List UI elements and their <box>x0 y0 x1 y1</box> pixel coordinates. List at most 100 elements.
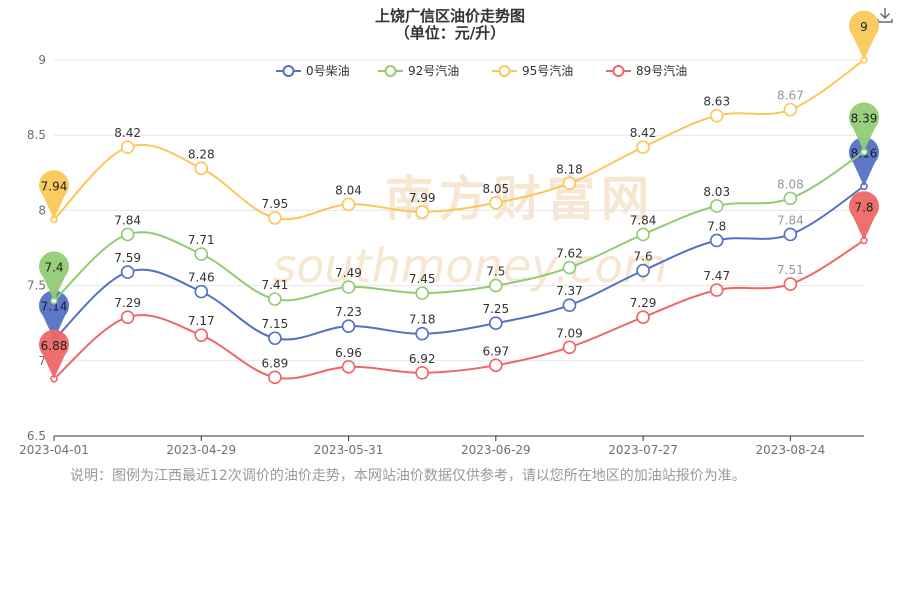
data-point <box>120 227 135 242</box>
data-point <box>268 211 282 225</box>
data-point <box>562 340 577 355</box>
data-point <box>636 227 650 242</box>
marker-pin: 7.4 <box>39 251 69 301</box>
legend-item[interactable]: 0号柴油 <box>276 64 350 78</box>
data-label: 8.03 <box>703 185 730 199</box>
marker-pin-shape <box>39 170 69 220</box>
data-label: 7.25 <box>482 302 509 316</box>
data-point <box>194 161 209 176</box>
watermark-en: southmoney.com <box>272 239 667 293</box>
marker-pin-shape <box>849 102 879 152</box>
x-tick-label: 2023-06-29 <box>461 443 531 457</box>
legend-item[interactable]: 89号汽油 <box>606 63 687 78</box>
data-point <box>120 310 135 324</box>
data-point <box>636 140 650 155</box>
legend: 0号柴油 92号汽油 95号汽油 89号汽油 <box>276 63 687 78</box>
data-label: 8.63 <box>703 95 730 109</box>
legend-marker <box>498 65 511 77</box>
marker-pin-shape <box>849 137 880 187</box>
data-label: 7.17 <box>188 314 215 328</box>
data-label: 8.04 <box>335 183 362 197</box>
data-point <box>489 196 503 210</box>
data-point <box>489 316 503 331</box>
data-point <box>783 102 798 117</box>
marker-pin-label: 7.4 <box>44 261 63 275</box>
data-point <box>562 260 577 275</box>
x-tick-label: 2023-05-31 <box>314 443 384 457</box>
data-label: 8.42 <box>114 126 141 140</box>
y-tick-label: 8 <box>38 203 46 217</box>
data-label: 7.47 <box>703 269 730 283</box>
chart-note: 说明：图例为江西最近12次调价的油价走势，本网站油价数据仅供参考，请以您所在地区… <box>70 468 746 484</box>
series-3: 7.297.176.896.96 6.926.977.097.297.47 7.51… <box>39 191 880 385</box>
data-point <box>341 280 356 294</box>
marker-pin-label: 7.94 <box>41 179 68 193</box>
data-label: 7.09 <box>556 326 583 340</box>
data-label: 6.97 <box>482 344 509 358</box>
series-line <box>53 239 865 380</box>
data-point <box>783 277 798 291</box>
y-tick-label: 7 <box>38 354 46 368</box>
data-point <box>194 247 209 261</box>
data-point <box>268 370 282 385</box>
data-label: 7.15 <box>262 317 289 331</box>
legend-item[interactable]: 95号汽油 <box>492 63 573 78</box>
data-label: 7.41 <box>262 278 289 292</box>
data-point <box>709 108 724 123</box>
marker-pin-shape <box>849 10 879 60</box>
marker-pin: 7.14 <box>39 290 69 340</box>
marker-pin: 6.88 <box>39 329 69 379</box>
legend-item[interactable]: 92号汽油 <box>378 63 459 78</box>
marker-pin-shape <box>39 251 69 301</box>
data-point <box>709 233 724 248</box>
y-tick-label: 6.5 <box>27 429 46 443</box>
data-label: 6.89 <box>262 356 289 370</box>
legend-label: 89号汽油 <box>636 63 687 78</box>
data-label: 7.84 <box>630 213 657 227</box>
data-point <box>194 284 209 299</box>
data-point <box>415 286 429 300</box>
legend-label: 0号柴油 <box>306 64 350 78</box>
marker-pin-label: 7.8 <box>854 200 873 214</box>
data-label: 7.8 <box>707 219 726 233</box>
data-point <box>415 205 429 219</box>
data-label: 7.29 <box>630 296 657 310</box>
legend-label: 92号汽油 <box>408 63 459 78</box>
data-point <box>268 292 282 306</box>
marker-pin-label: 7.14 <box>41 300 68 314</box>
data-label: 7.46 <box>188 271 215 285</box>
series-line <box>53 185 865 341</box>
marker-pin-shape <box>39 290 69 340</box>
data-label: 8.05 <box>482 182 509 196</box>
data-point <box>489 358 503 373</box>
marker-pin-shape <box>39 329 69 379</box>
data-label: 7.49 <box>335 266 362 280</box>
x-tick-label: 2023-04-29 <box>166 443 236 457</box>
data-label: 7.99 <box>409 191 436 205</box>
data-label: 6.92 <box>409 352 436 366</box>
data-point <box>341 319 356 334</box>
series-2: 8.42 8.28 7.95 8.04 7.99 8.05 8.18 8.42 8.63 8.67… <box>39 10 879 225</box>
data-point <box>709 283 724 297</box>
legend-marker <box>282 65 295 77</box>
data-label: 6.96 <box>335 346 362 360</box>
y-tick-label: 8.5 <box>27 128 46 142</box>
x-tick-label: 2023-04-01 <box>19 443 89 457</box>
chart-subtitle: （单位：元/升） <box>394 24 506 42</box>
data-label: 7.18 <box>409 313 436 327</box>
data-point <box>562 298 577 312</box>
data-label: 7.29 <box>114 296 141 310</box>
series-layer: 7.597.467.157.237.187.257.377.67.8 7.847.… <box>39 10 880 385</box>
data-label: 7.84 <box>777 213 804 227</box>
data-label: 8.67 <box>777 89 804 103</box>
marker-pin: 7.8 <box>849 191 880 241</box>
data-label: 7.95 <box>262 197 289 211</box>
marker-pin-label: 9 <box>860 20 868 34</box>
data-point <box>120 140 135 155</box>
y-tick-label: 7.5 <box>27 279 46 293</box>
marker-pin: 8.39 <box>849 102 879 152</box>
legend-label: 95号汽油 <box>522 63 573 78</box>
data-point <box>709 199 724 213</box>
